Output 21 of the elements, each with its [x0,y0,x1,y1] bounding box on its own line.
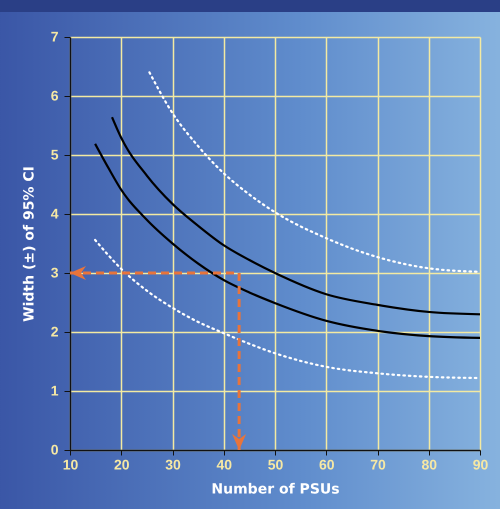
y-tick-label: 6 [50,88,59,104]
y-tick-label: 2 [50,324,59,340]
x-tick-label: 80 [421,456,438,472]
x-tick-label: 30 [165,456,181,472]
x-tick-label: 70 [370,456,386,472]
x-tick-label: 60 [318,456,335,472]
x-tick-label: 90 [472,456,488,472]
y-tick-label: 3 [50,264,59,280]
line-series [94,142,482,339]
y-tick-label: 5 [50,146,59,162]
x-tick-label: 40 [216,456,232,472]
y-tick-label: 4 [50,206,59,222]
line-series [110,116,482,316]
y-tick-label: 7 [50,28,59,44]
x-axis-title: Number of PSUs [211,482,340,498]
y-axis-title: Width (±) of 95% CI [22,166,38,322]
x-tick-label: 50 [268,456,284,472]
x-tick-label: 20 [114,456,130,472]
x-tick-label: 10 [62,456,78,472]
y-tick-label: 0 [50,442,59,458]
y-tick-label: 1 [50,382,59,398]
